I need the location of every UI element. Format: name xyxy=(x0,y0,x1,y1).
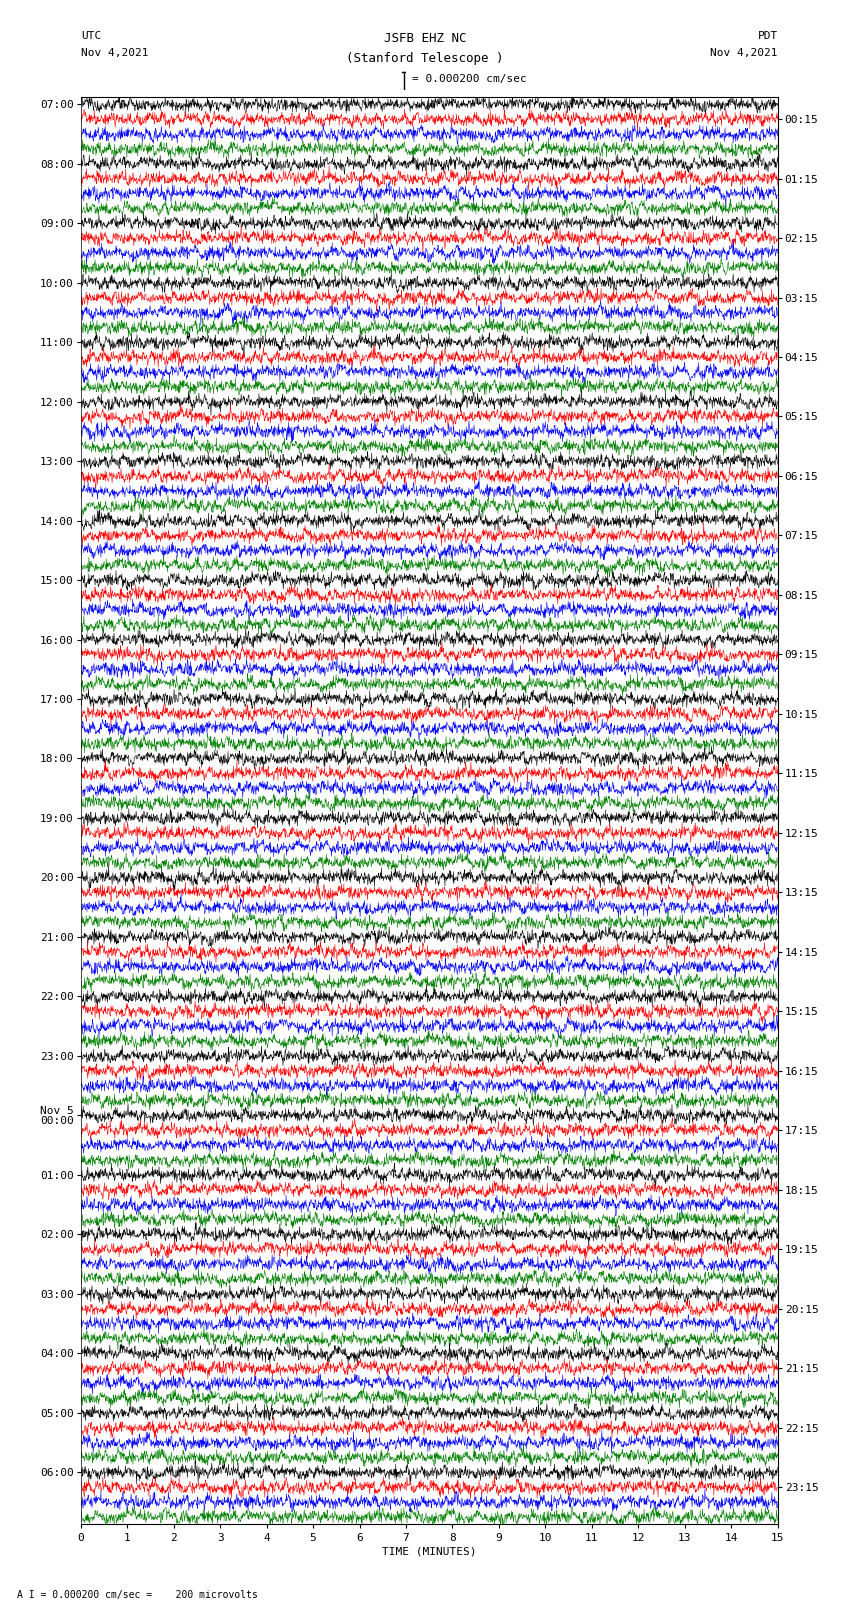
Text: Nov 4,2021: Nov 4,2021 xyxy=(81,48,148,58)
Text: A I = 0.000200 cm/sec =    200 microvolts: A I = 0.000200 cm/sec = 200 microvolts xyxy=(17,1590,258,1600)
Text: (Stanford Telescope ): (Stanford Telescope ) xyxy=(346,52,504,65)
Text: JSFB EHZ NC: JSFB EHZ NC xyxy=(383,32,467,45)
Text: = 0.000200 cm/sec: = 0.000200 cm/sec xyxy=(412,74,527,84)
X-axis label: TIME (MINUTES): TIME (MINUTES) xyxy=(382,1547,477,1557)
Text: Nov 4,2021: Nov 4,2021 xyxy=(711,48,778,58)
Text: PDT: PDT xyxy=(757,31,778,40)
Text: UTC: UTC xyxy=(81,31,101,40)
